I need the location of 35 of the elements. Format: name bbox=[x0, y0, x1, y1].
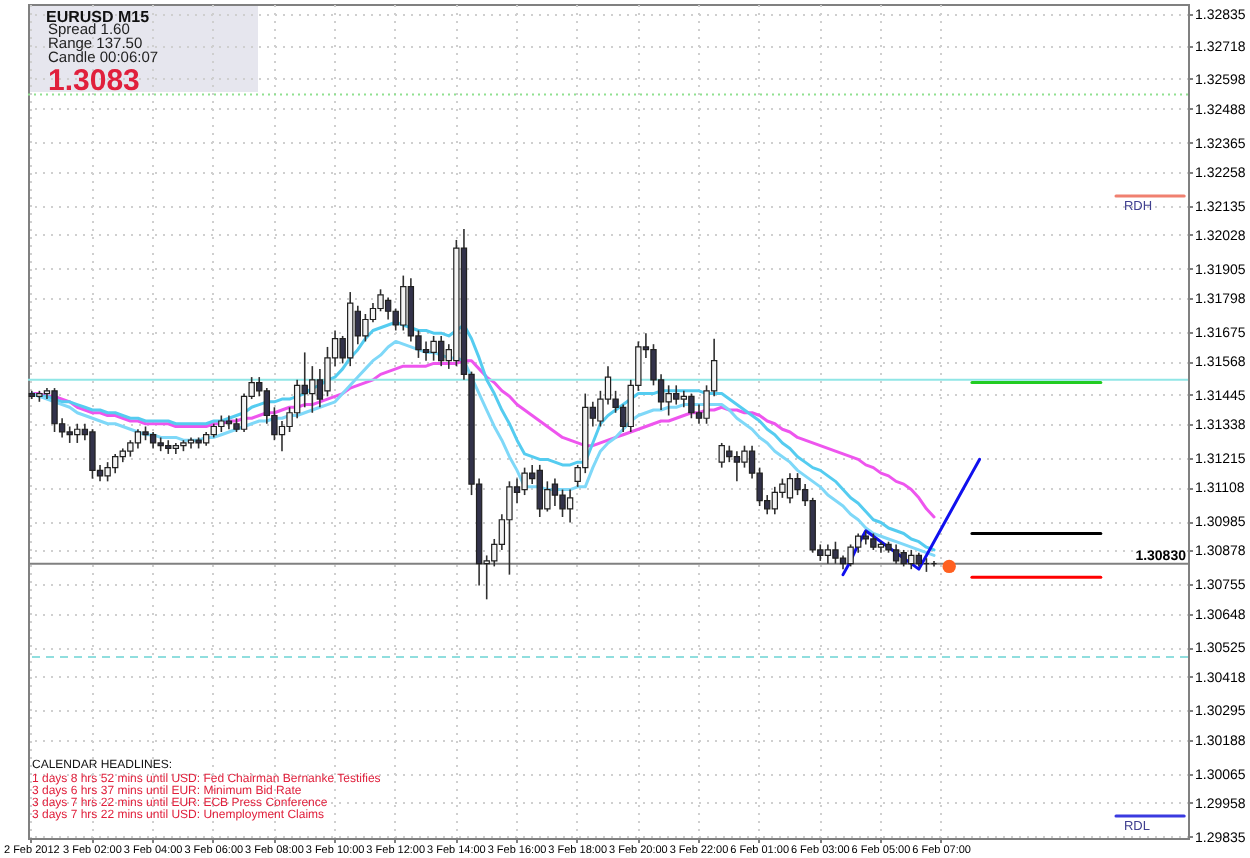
chart-title: EURUSD M15 bbox=[46, 8, 151, 26]
candlestick bbox=[688, 392, 695, 420]
candlestick bbox=[673, 384, 680, 406]
candlestick bbox=[422, 340, 430, 362]
candlestick bbox=[665, 384, 672, 417]
candlestick bbox=[293, 379, 301, 420]
candlestick bbox=[165, 439, 172, 455]
candlestick bbox=[430, 335, 437, 362]
candlestick bbox=[718, 442, 725, 469]
candlestick bbox=[771, 486, 778, 516]
candlestick bbox=[301, 351, 308, 409]
candlestick bbox=[438, 335, 445, 367]
candlestick bbox=[384, 296, 392, 321]
candlestick bbox=[892, 543, 900, 565]
candlestick bbox=[521, 466, 528, 496]
candlestick bbox=[832, 540, 839, 565]
candlestick bbox=[111, 453, 119, 474]
candlestick bbox=[104, 461, 111, 483]
candlestick bbox=[134, 428, 142, 450]
candlestick bbox=[786, 472, 794, 505]
candlestick bbox=[51, 387, 58, 433]
candlestick bbox=[506, 480, 513, 576]
candlestick bbox=[566, 488, 574, 524]
candlestick bbox=[400, 274, 407, 332]
annotation: 1.3083 bbox=[48, 64, 140, 98]
candlestick bbox=[824, 543, 832, 565]
candlestick bbox=[551, 477, 559, 507]
candlestick bbox=[733, 450, 741, 483]
candlestick bbox=[908, 549, 915, 570]
candlestick bbox=[74, 422, 81, 444]
candlestick bbox=[278, 420, 286, 452]
line-series bbox=[841, 457, 981, 577]
candlestick bbox=[89, 428, 96, 480]
candlestick bbox=[536, 464, 543, 518]
candlestick bbox=[680, 390, 688, 409]
